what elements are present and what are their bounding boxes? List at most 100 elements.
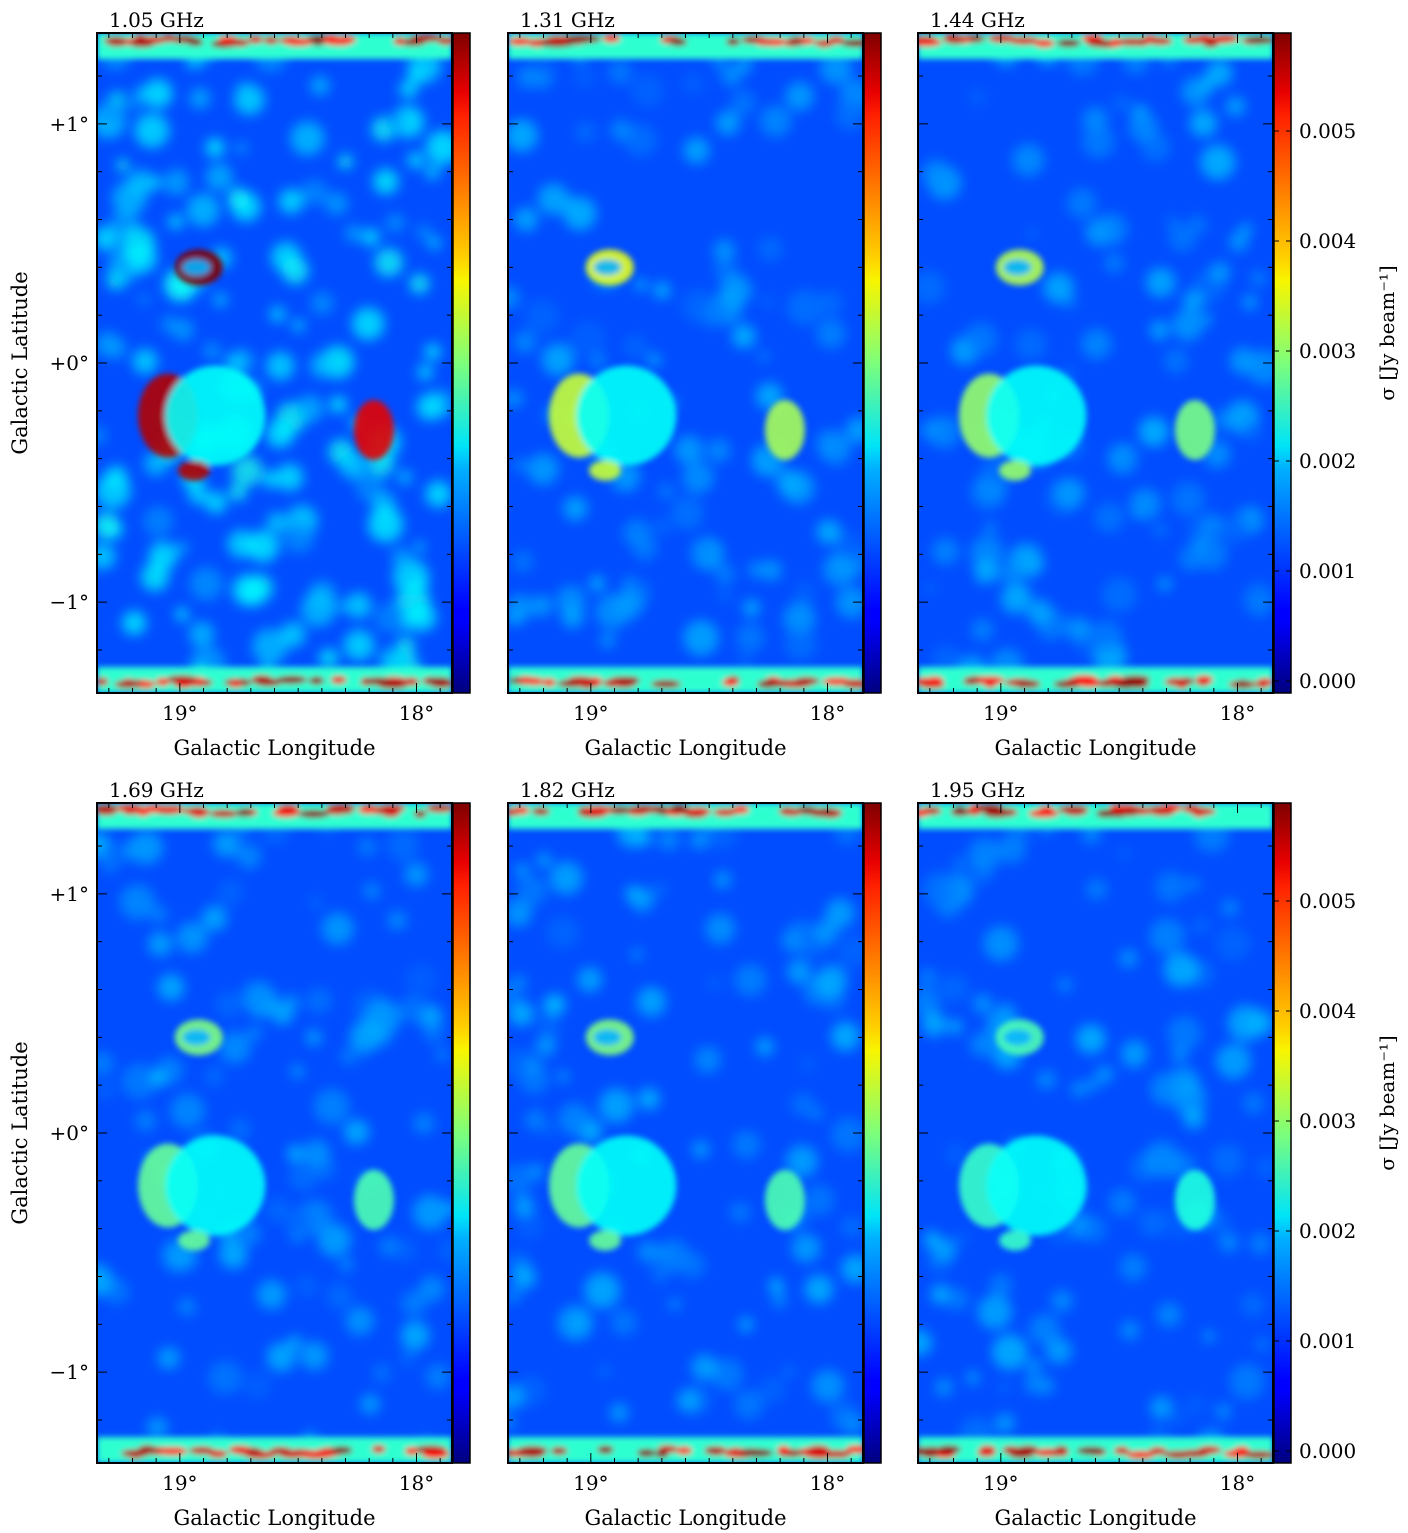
noise-blob xyxy=(408,68,424,84)
noise-blob xyxy=(1000,584,1030,614)
noise-blob xyxy=(146,174,162,190)
noise-blob xyxy=(305,987,333,1015)
edge-noise xyxy=(173,680,194,689)
panel-title: 1.44 GHz xyxy=(930,8,1025,32)
edge-noise xyxy=(276,804,300,813)
noise-blob xyxy=(228,483,247,502)
noise-blob xyxy=(632,535,658,561)
noise-blob xyxy=(527,453,559,486)
colorbar-frame xyxy=(452,802,471,1464)
edge-noise xyxy=(527,39,546,48)
noise-blob xyxy=(1051,1290,1073,1312)
x-axis-label: Galactic Longitude xyxy=(585,736,787,760)
noise-blob xyxy=(167,214,184,230)
edge-noise xyxy=(247,35,263,44)
noise-blob xyxy=(755,1037,775,1057)
edge-noise xyxy=(845,1445,863,1454)
edge-noise xyxy=(575,679,595,688)
noise-blob xyxy=(266,1342,296,1372)
noise-blob xyxy=(1026,599,1052,625)
colorbar-tick-label: 0.001 xyxy=(1299,1329,1356,1353)
noise-blob xyxy=(122,611,147,636)
noise-blob xyxy=(714,871,732,889)
edge-noise xyxy=(276,675,307,684)
noise-blob xyxy=(970,536,1004,570)
edge-noise xyxy=(1111,680,1140,689)
noise-blob xyxy=(1120,1320,1140,1340)
noise-blob xyxy=(952,857,967,871)
noise-blob xyxy=(625,885,642,903)
noise-blob xyxy=(994,1413,1015,1434)
noise-blob xyxy=(368,506,404,543)
noise-blob xyxy=(415,223,433,241)
noise-blob xyxy=(204,491,228,514)
noise-blob xyxy=(1076,637,1095,656)
source-region xyxy=(165,365,266,466)
noise-blob xyxy=(97,473,131,509)
noise-blob xyxy=(301,179,328,206)
edge-noise xyxy=(1050,1448,1069,1457)
noise-blob xyxy=(150,1069,167,1087)
colorbar xyxy=(1274,803,1291,1463)
noise-blob xyxy=(1167,1016,1202,1051)
noise-blob xyxy=(416,393,444,421)
noise-blob xyxy=(1095,1065,1114,1084)
noise-blob xyxy=(840,1215,863,1239)
noise-blob xyxy=(438,1238,452,1262)
noise-blob xyxy=(1089,619,1124,654)
noise-blob xyxy=(244,1227,262,1245)
noise-blob xyxy=(513,330,537,354)
noise-blob xyxy=(374,602,406,634)
heatmap-image xyxy=(508,33,863,693)
edge-noise xyxy=(637,1449,656,1458)
noise-blob xyxy=(435,1047,450,1062)
edge-noise xyxy=(627,805,660,814)
source-region xyxy=(999,460,1032,481)
noise-blob xyxy=(413,1112,435,1135)
colorbar xyxy=(1274,33,1291,693)
edge-noise xyxy=(713,808,737,817)
panel-title: 1.31 GHz xyxy=(520,8,615,32)
noise-blob xyxy=(760,559,783,581)
noise-blob xyxy=(97,426,107,445)
noise-blob xyxy=(134,113,170,149)
noise-blob xyxy=(513,1196,534,1217)
noise-blob xyxy=(1156,1302,1182,1327)
noise-blob xyxy=(137,293,151,306)
source-region xyxy=(986,365,1087,466)
heatmap-image xyxy=(918,33,1273,693)
noise-blob xyxy=(357,837,377,857)
noise-blob xyxy=(1228,232,1249,252)
edge-noise xyxy=(283,37,314,46)
colorbar xyxy=(864,803,881,1463)
noise-blob xyxy=(653,281,671,300)
y-tick-label: −1° xyxy=(50,1360,89,1384)
noise-blob xyxy=(759,293,777,310)
edge-noise xyxy=(1149,1446,1167,1455)
noise-blob xyxy=(1250,270,1267,287)
noise-blob xyxy=(1168,224,1197,252)
noise-blob xyxy=(351,307,385,341)
edge-noise xyxy=(308,676,325,685)
noise-blob xyxy=(300,1341,329,1371)
noise-blob xyxy=(508,286,520,309)
source-region xyxy=(353,399,394,460)
source-region xyxy=(182,259,211,276)
noise-blob xyxy=(535,1035,556,1057)
edge-noise xyxy=(669,804,689,813)
source-region xyxy=(1003,259,1032,276)
noise-blob xyxy=(399,80,418,99)
noise-blob xyxy=(535,72,552,89)
edge-noise xyxy=(918,1446,929,1455)
noise-blob xyxy=(983,925,1019,962)
noise-blob xyxy=(918,1329,933,1356)
noise-blob xyxy=(934,1378,953,1397)
noise-blob xyxy=(577,967,603,993)
noise-blob xyxy=(681,71,705,96)
source-region xyxy=(1174,1169,1215,1230)
edge-noise xyxy=(602,34,621,43)
noise-blob xyxy=(691,1140,710,1159)
edge-noise xyxy=(582,805,615,814)
noise-blob xyxy=(170,1093,206,1129)
noise-blob xyxy=(149,905,168,924)
